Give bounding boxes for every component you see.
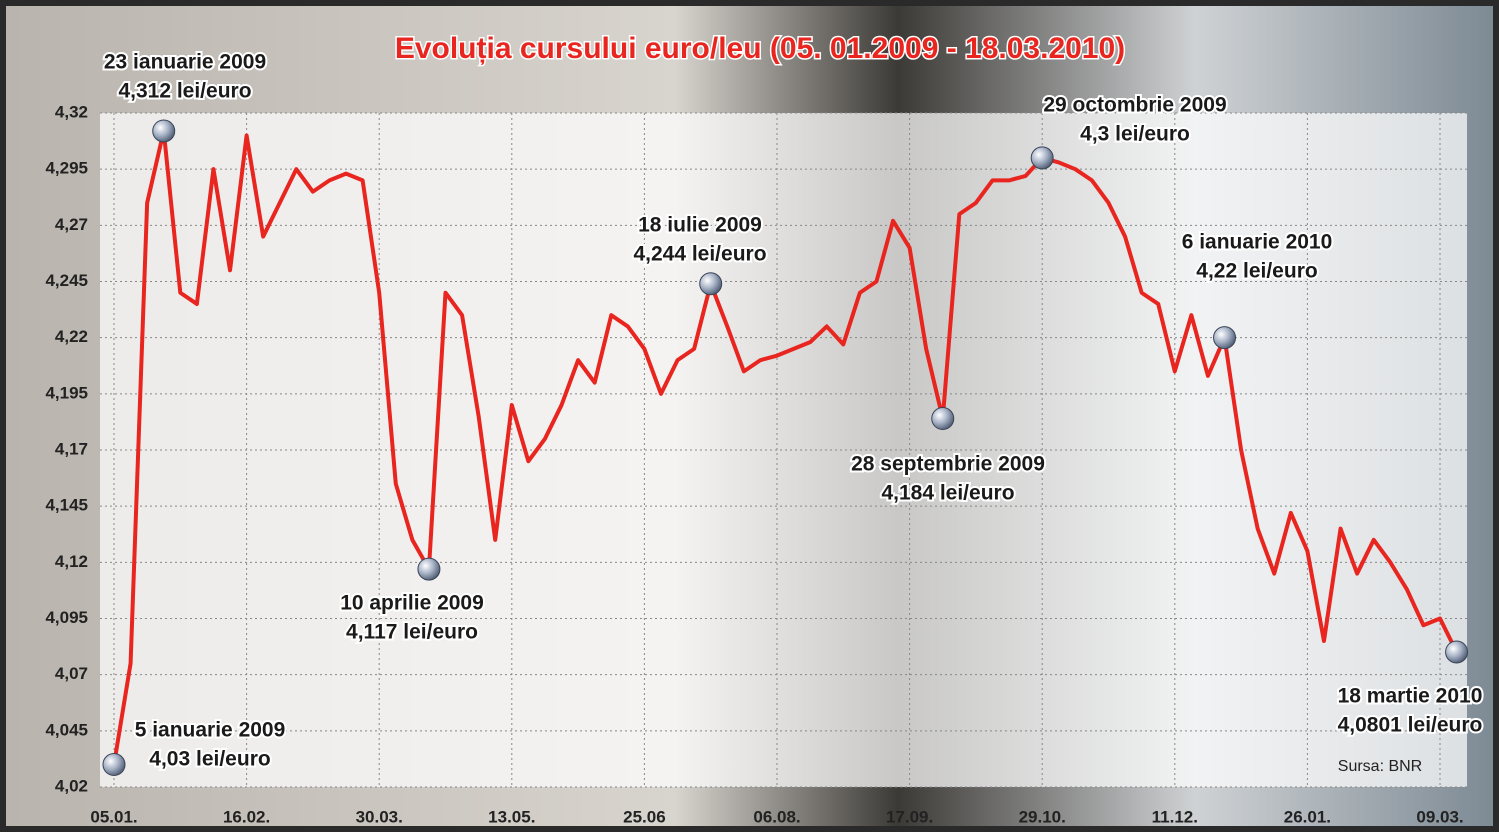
- y-tick-label: 4,245: [45, 271, 88, 290]
- x-tick-label: 29.10.: [1019, 807, 1066, 826]
- x-tick-label: 05.01.: [90, 807, 137, 826]
- annotation-marker: [1214, 327, 1236, 349]
- y-tick-label: 4,045: [45, 720, 88, 739]
- y-tick-label: 4,195: [45, 383, 88, 402]
- annotation-marker: [1446, 641, 1468, 663]
- y-tick-label: 4,145: [45, 496, 88, 515]
- annotation-marker: [932, 408, 954, 430]
- annotation-value: 4,244 lei/euro: [633, 243, 766, 266]
- annotation-marker: [1031, 147, 1053, 169]
- annotation-value: 4,3 lei/euro: [1080, 123, 1190, 146]
- y-tick-label: 4,07: [55, 664, 88, 683]
- source-note: Sursa: BNR: [1338, 758, 1422, 775]
- y-tick-label: 4,295: [45, 159, 88, 178]
- y-tick-label: 4,095: [45, 608, 88, 627]
- y-tick-label: 4,12: [55, 552, 88, 571]
- annotation-value: 4,312 lei/euro: [118, 80, 251, 103]
- annotation-date: 10 aprilie 2009: [340, 592, 484, 615]
- annotation-value: 4,117 lei/euro: [346, 621, 478, 644]
- annotation-marker: [153, 120, 175, 142]
- annotation-date: 5 ianuarie 2009: [135, 719, 286, 742]
- annotation-date: 18 iulie 2009: [638, 214, 762, 237]
- page: {"chart_data": {"type": "line", "title":…: [0, 0, 1499, 832]
- x-tick-label: 16.02.: [223, 807, 270, 826]
- x-tick-label: 06.08.: [753, 807, 800, 826]
- x-tick-label: 30.03.: [356, 807, 403, 826]
- annotation-value: 4,184 lei/euro: [881, 482, 1014, 505]
- annotation-value: 4,22 lei/euro: [1196, 260, 1317, 283]
- annotation-date: 23 ianuarie 2009: [104, 51, 266, 74]
- y-tick-label: 4,32: [55, 102, 88, 121]
- x-tick-label: 17.09.: [886, 807, 933, 826]
- annotation-date: 18 martie 2010: [1338, 685, 1483, 708]
- annotation-marker: [418, 558, 440, 580]
- annotation-date: 28 septembrie 2009: [851, 453, 1045, 476]
- x-tick-label: 11.12.: [1152, 807, 1198, 826]
- y-tick-label: 4,27: [55, 215, 88, 234]
- y-tick-label: 4,02: [55, 776, 88, 795]
- chart: Evoluția cursului euro/leu (05. 01.2009 …: [0, 0, 1499, 832]
- x-tick-label: 09.03.: [1416, 807, 1463, 826]
- annotation-marker: [700, 273, 722, 295]
- x-tick-label: 25.06: [623, 807, 666, 826]
- annotation-date: 29 octombrie 2009: [1043, 94, 1226, 117]
- annotation-value: 4,0801 lei/euro: [1338, 714, 1483, 737]
- y-tick-label: 4,22: [55, 327, 88, 346]
- annotation-date: 6 ianuarie 2010: [1182, 231, 1333, 254]
- annotation-marker: [103, 754, 125, 776]
- x-tick-label: 13.05.: [488, 807, 535, 826]
- chart-title: Evoluția cursului euro/leu (05. 01.2009 …: [395, 32, 1125, 65]
- annotation-value: 4,03 lei/euro: [149, 748, 270, 771]
- x-tick-label: 26.01.: [1284, 807, 1331, 826]
- y-tick-label: 4,17: [55, 439, 88, 458]
